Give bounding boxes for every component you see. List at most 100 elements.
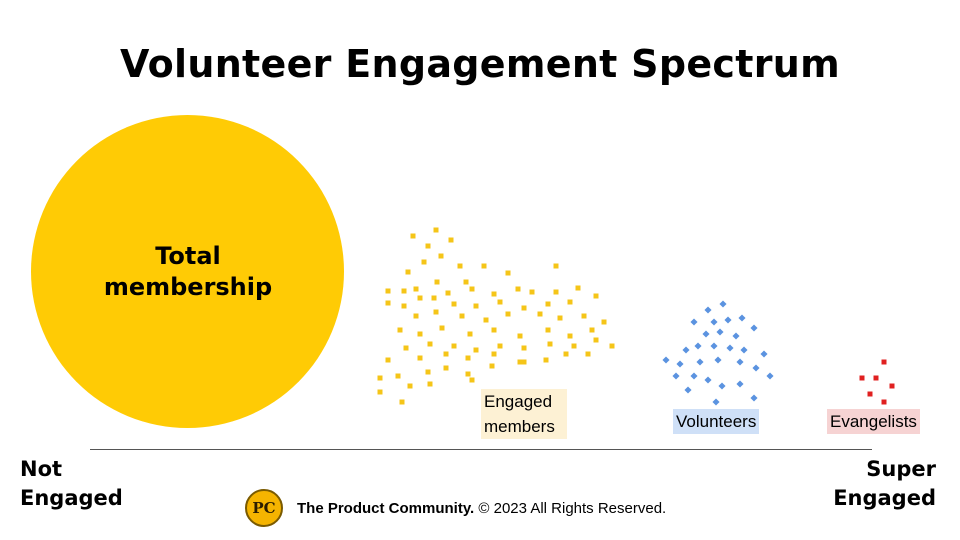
engaged-member-dot: [469, 286, 475, 292]
circle-label-line2: membership: [103, 273, 273, 301]
engaged-member-dot: [457, 263, 463, 269]
total-membership-circle: [31, 115, 344, 428]
engaged-member-dot: [451, 343, 457, 349]
engaged-member-dot: [407, 383, 413, 389]
evangelist-dot: [859, 375, 865, 381]
evangelists-dots: [859, 359, 895, 405]
page-title: Volunteer Engagement Spectrum: [119, 42, 840, 86]
engaged-member-dot: [459, 313, 465, 319]
volunteer-dot: [750, 394, 758, 402]
volunteer-dot: [740, 346, 748, 354]
engaged-member-dot: [425, 243, 431, 249]
volunteer-dot: [710, 318, 718, 326]
engaged-member-dot: [433, 309, 439, 315]
engaged-member-dot: [401, 288, 407, 294]
engaged-member-dot: [395, 373, 401, 379]
volunteer-dot: [719, 300, 727, 308]
volunteer-dot: [718, 382, 726, 390]
volunteer-dot: [760, 350, 768, 358]
engaged-member-dot: [431, 295, 437, 301]
engaged-member-dot: [521, 345, 527, 351]
engaged-member-dot: [593, 337, 599, 343]
engaged-member-dot: [469, 377, 475, 383]
volunteer-dot: [704, 376, 712, 384]
engaged-member-dot: [547, 341, 553, 347]
volunteer-dot: [684, 386, 692, 394]
volunteer-dot: [676, 360, 684, 368]
engaged-member-dot: [443, 351, 449, 357]
evangelist-dot: [889, 383, 895, 389]
axis-right-line1: Super: [866, 457, 936, 481]
product-community-logo: PC: [245, 489, 283, 527]
engaged-member-dot: [385, 357, 391, 363]
engaged-member-dot: [567, 333, 573, 339]
volunteer-dot: [736, 358, 744, 366]
engaged-member-dot: [601, 319, 607, 325]
engaged-member-dot: [609, 343, 615, 349]
engaged-member-dot: [491, 351, 497, 357]
engaged-member-dot: [537, 311, 543, 317]
evangelist-dot: [873, 375, 879, 381]
engaged-member-dot: [417, 331, 423, 337]
engaged-member-dot: [521, 359, 527, 365]
engaged-member-dot: [545, 327, 551, 333]
total-membership-label: Total membership: [70, 241, 306, 303]
volunteer-dot: [724, 316, 732, 324]
engaged-member-dot: [489, 363, 495, 369]
engaged-member-dot: [491, 327, 497, 333]
engaged-member-dot: [505, 311, 511, 317]
volunteer-dot: [736, 380, 744, 388]
volunteer-dot: [716, 328, 724, 336]
engaged-member-dot: [439, 325, 445, 331]
engaged-member-dot: [425, 369, 431, 375]
engaged-member-dot: [377, 389, 383, 395]
volunteer-dot: [682, 346, 690, 354]
engaged-member-dot: [521, 305, 527, 311]
axis-right-label: Super Engaged: [833, 455, 936, 513]
evangelist-dot: [881, 399, 887, 405]
engaged-member-dot: [397, 327, 403, 333]
engaged-member-dot: [427, 381, 433, 387]
engaged-label-line2: members: [484, 417, 555, 436]
engaged-member-dot: [445, 290, 451, 296]
engaged-member-dot: [377, 375, 383, 381]
engaged-member-dot: [571, 343, 577, 349]
volunteer-dot: [690, 372, 698, 380]
engaged-member-dot: [491, 291, 497, 297]
evangelist-dot: [881, 359, 887, 365]
volunteer-dot: [752, 364, 760, 372]
copyright-footer: The Product Community. © 2023 All Rights…: [297, 500, 666, 517]
engaged-member-dot: [563, 351, 569, 357]
engaged-member-dot: [448, 237, 454, 243]
engagement-axis-line: [90, 449, 872, 450]
volunteer-dot: [672, 372, 680, 380]
footer-org: The Product Community.: [297, 500, 475, 517]
engaged-label-line1: Engaged: [484, 392, 553, 411]
engaged-member-dot: [585, 351, 591, 357]
volunteer-dot: [694, 342, 702, 350]
engaged-member-dot: [403, 345, 409, 351]
engaged-member-dot: [413, 286, 419, 292]
engaged-member-dot: [481, 263, 487, 269]
volunteer-dot: [766, 372, 774, 380]
engaged-member-dot: [557, 315, 563, 321]
volunteer-dot: [704, 306, 712, 314]
engaged-member-dot: [473, 347, 479, 353]
engaged-member-dot: [399, 399, 405, 405]
engaged-member-dot: [575, 285, 581, 291]
volunteer-dot: [696, 358, 704, 366]
evangelists-label: Evangelists: [827, 409, 920, 434]
volunteer-dot: [732, 332, 740, 340]
engaged-member-dot: [497, 299, 503, 305]
engaged-member-dot: [413, 313, 419, 319]
engaged-member-dot: [581, 313, 587, 319]
engaged-member-dot: [451, 301, 457, 307]
engaged-member-dot: [567, 299, 573, 305]
circle-label-line1: Total: [155, 242, 221, 270]
volunteer-dot: [662, 356, 670, 364]
engaged-member-dot: [417, 355, 423, 361]
engaged-member-dot: [517, 359, 523, 365]
engaged-member-dot: [434, 279, 440, 285]
engaged-member-dot: [473, 303, 479, 309]
